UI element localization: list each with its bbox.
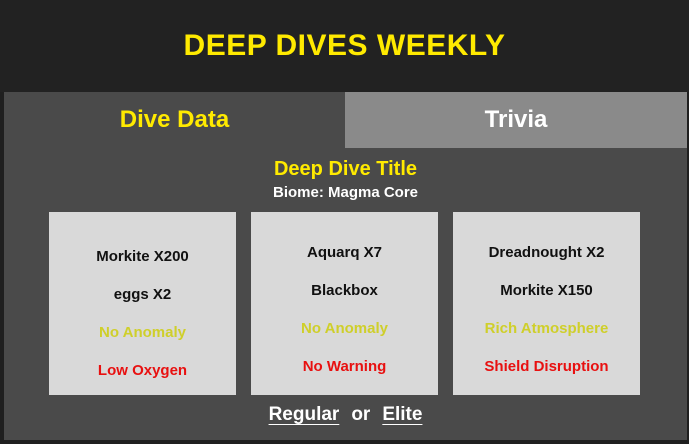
stage-card-1: Morkite X200 eggs X2 No Anomaly Low Oxyg… (49, 212, 236, 395)
tab-dive-data[interactable]: Dive Data (4, 92, 345, 148)
stage-primary-objective: Dreadnought X2 (488, 244, 605, 261)
stage-warning: Shield Disruption (484, 358, 609, 375)
tab-trivia[interactable]: Trivia (345, 92, 687, 148)
stage-anomaly: No Anomaly (301, 320, 388, 337)
header: DEEP DIVES WEEKLY (0, 0, 689, 92)
or-label: or (351, 404, 371, 425)
stage-warning: Low Oxygen (97, 362, 188, 379)
stage-primary-objective: Aquarq X7 (306, 244, 382, 261)
page-title: DEEP DIVES WEEKLY (183, 29, 506, 62)
stage-secondary-objective: Morkite X150 (500, 282, 593, 299)
dive-type-selector: Regular or Elite (4, 404, 687, 426)
main-panel: Dive Data Trivia Deep Dive Title Biome: … (4, 92, 687, 440)
stage-warning: No Warning (302, 358, 387, 375)
stage-primary-objective: Morkite X200 (96, 248, 189, 265)
biome-label: Biome: Magma Core (272, 184, 419, 201)
elite-link[interactable]: Elite (382, 404, 423, 425)
stage-secondary-objective: eggs X2 (113, 286, 172, 303)
stage-card-2: Aquarq X7 Blackbox No Anomaly No Warning (251, 212, 438, 395)
stage-secondary-objective: Blackbox (311, 282, 378, 299)
stage-card-3: Dreadnought X2 Morkite X150 Rich Atmosph… (453, 212, 640, 395)
dive-title: Deep Dive Title (273, 158, 418, 180)
regular-link[interactable]: Regular (268, 404, 340, 425)
stage-anomaly: No Anomaly (99, 324, 186, 341)
stage-anomaly: Rich Atmosphere (484, 320, 609, 337)
